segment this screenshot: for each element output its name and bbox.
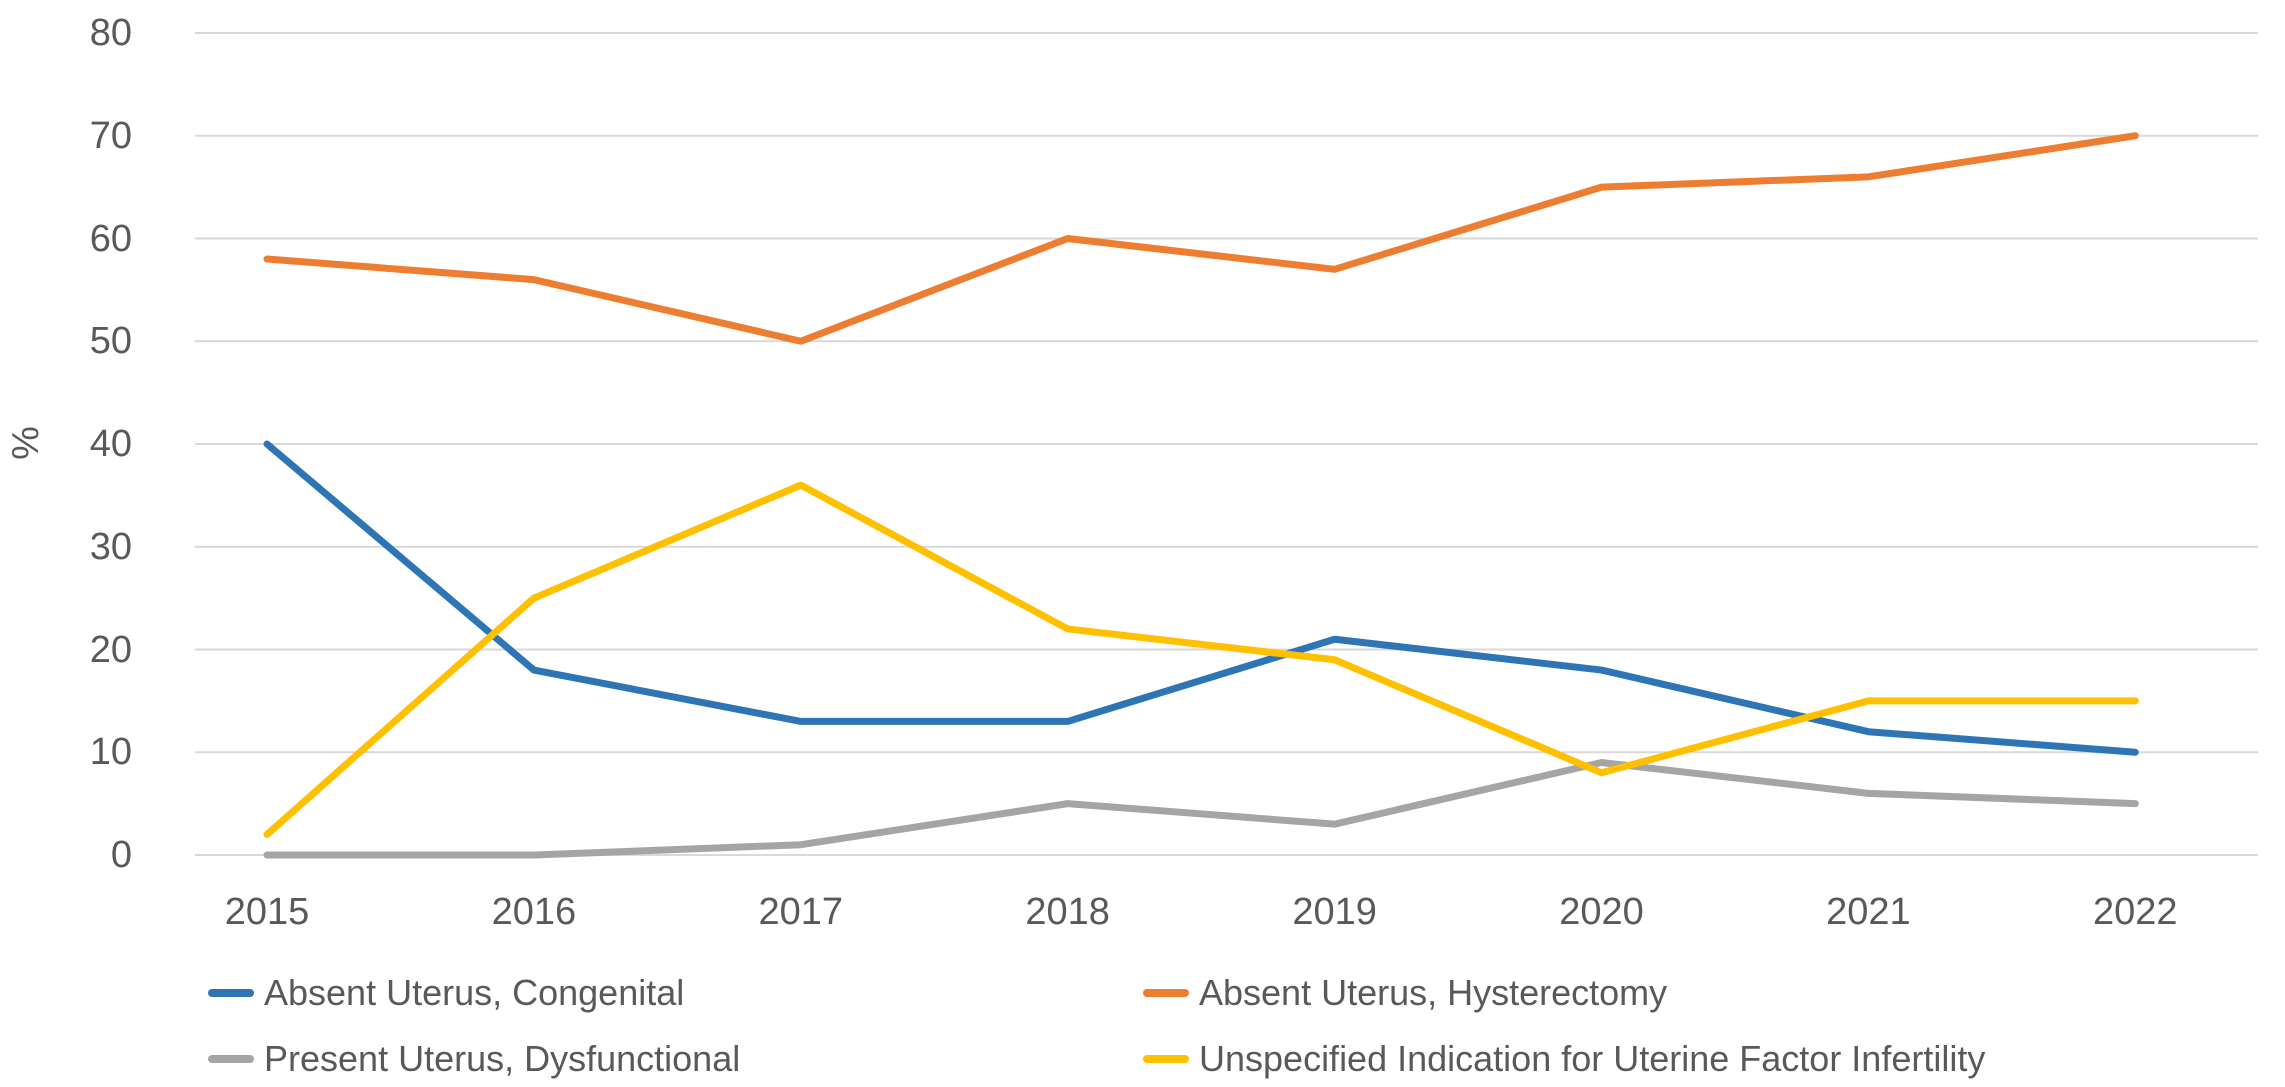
y-tick-label: 60: [89, 217, 132, 260]
legend-swatch-gray-line-icon: [208, 1055, 254, 1063]
series-line-3: [263, 481, 2139, 838]
legend-swatch-orange-line-icon: [1143, 989, 1189, 997]
y-tick-label: 40: [89, 423, 132, 465]
x-tick-label: 2021: [1826, 891, 1911, 933]
legend-item-present-uterus-dysfunctional: Present Uterus, Dysfunctional: [208, 1034, 740, 1084]
series-line-0: [263, 440, 2139, 756]
y-tick-label: 50: [89, 320, 132, 363]
gridlines: [195, 32, 2258, 856]
legend-swatch-blue-line-icon: [208, 989, 254, 997]
series-line-1: [263, 132, 2139, 345]
legend: Absent Uterus, Congenital Absent Uterus,…: [0, 940, 2285, 1087]
x-tick-label: 2018: [1025, 891, 1110, 933]
legend-item-unspecified-indication: Unspecified Indication for Uterine Facto…: [1143, 1034, 1985, 1084]
series-line-2: [263, 759, 2139, 859]
legend-swatch-yellow-line-icon: [1143, 1055, 1189, 1063]
legend-item-absent-uterus-congenital: Absent Uterus, Congenital: [208, 968, 684, 1018]
y-tick-label: 20: [89, 628, 132, 671]
y-tick-label: 0: [110, 834, 132, 876]
legend-label: Present Uterus, Dysfunctional: [264, 1038, 741, 1079]
x-tick-label: 2017: [758, 891, 844, 933]
x-tick-label: 2019: [1292, 891, 1377, 933]
x-tick-label: 2020: [1559, 891, 1644, 933]
legend-label: Absent Uterus, Hysterectomy: [1199, 972, 1668, 1013]
y-tick-label: 30: [89, 525, 132, 568]
legend-item-absent-uterus-hysterectomy: Absent Uterus, Hysterectomy: [1143, 968, 1667, 1018]
legend-label: Absent Uterus, Congenital: [264, 972, 685, 1013]
y-tick-label: 80: [89, 12, 132, 54]
legend-label: Unspecified Indication for Uterine Facto…: [1199, 1038, 1986, 1079]
x-tick-label: 2022: [2093, 891, 2178, 933]
y-tick-label: 10: [89, 731, 132, 774]
series-lines: [263, 132, 2139, 859]
x-tick-label: 2016: [491, 891, 577, 933]
x-tick-label: 2015: [224, 891, 310, 933]
y-tick-label: 70: [89, 114, 132, 157]
